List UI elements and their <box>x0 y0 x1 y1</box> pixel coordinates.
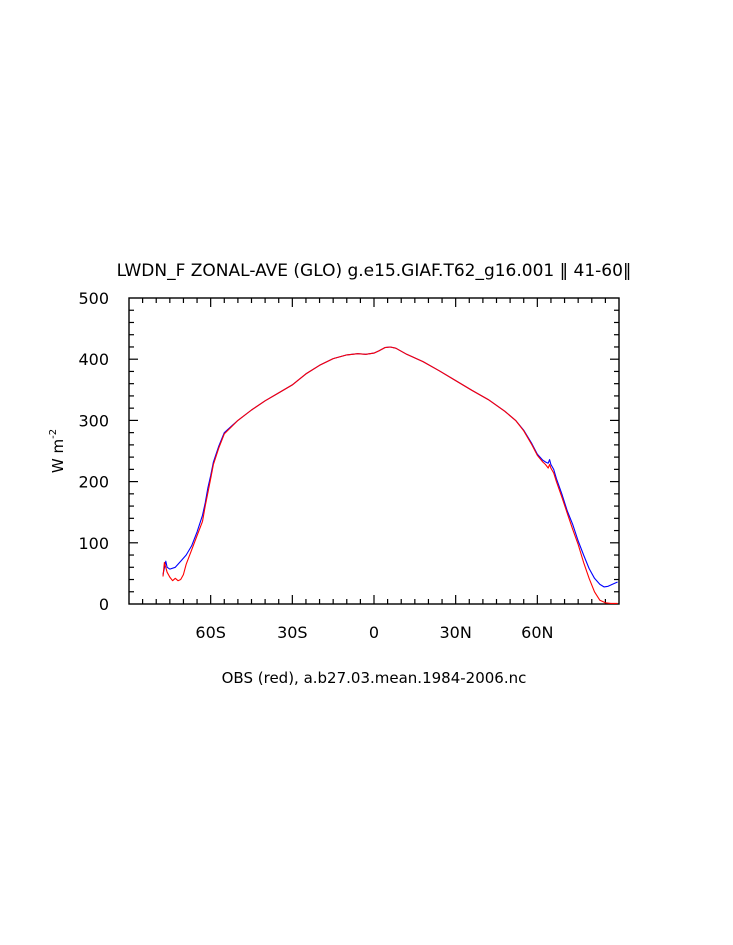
tick-marks <box>129 298 619 604</box>
y-axis-label: W m-2 <box>48 429 67 473</box>
series-lines <box>162 346 618 604</box>
y-tick-label: 300 <box>78 411 109 430</box>
y-tick-label: 0 <box>99 595 109 614</box>
y-tick-label: 400 <box>78 350 109 369</box>
plot-frame <box>128 297 620 605</box>
y-tick-label: 200 <box>78 473 109 492</box>
x-tick-label: 60S <box>195 623 226 642</box>
x-tick-labels: 60S 30S 0 30N 60N <box>195 623 553 642</box>
plot-area <box>128 297 620 605</box>
y-tick-label: 100 <box>78 534 109 553</box>
x-tick-label: 60N <box>521 623 553 642</box>
series-line-1 <box>162 346 618 588</box>
chart-footnote: OBS (red), a.b27.03.mean.1984-2006.nc <box>222 669 527 687</box>
y-axis-label-exponent: -2 <box>48 429 59 439</box>
chart-title: LWDN_F ZONAL-AVE (GLO) g.e15.GIAF.T62_g1… <box>117 261 632 281</box>
x-tick-label: 30S <box>277 623 308 642</box>
x-tick-label: 0 <box>369 623 379 642</box>
y-axis-label-units: W m <box>49 439 67 473</box>
x-tick-label: 30N <box>440 623 472 642</box>
series-line-2 <box>162 346 618 604</box>
y-tick-labels: 0 100 200 300 400 500 <box>78 289 109 614</box>
y-tick-label: 500 <box>78 289 109 308</box>
